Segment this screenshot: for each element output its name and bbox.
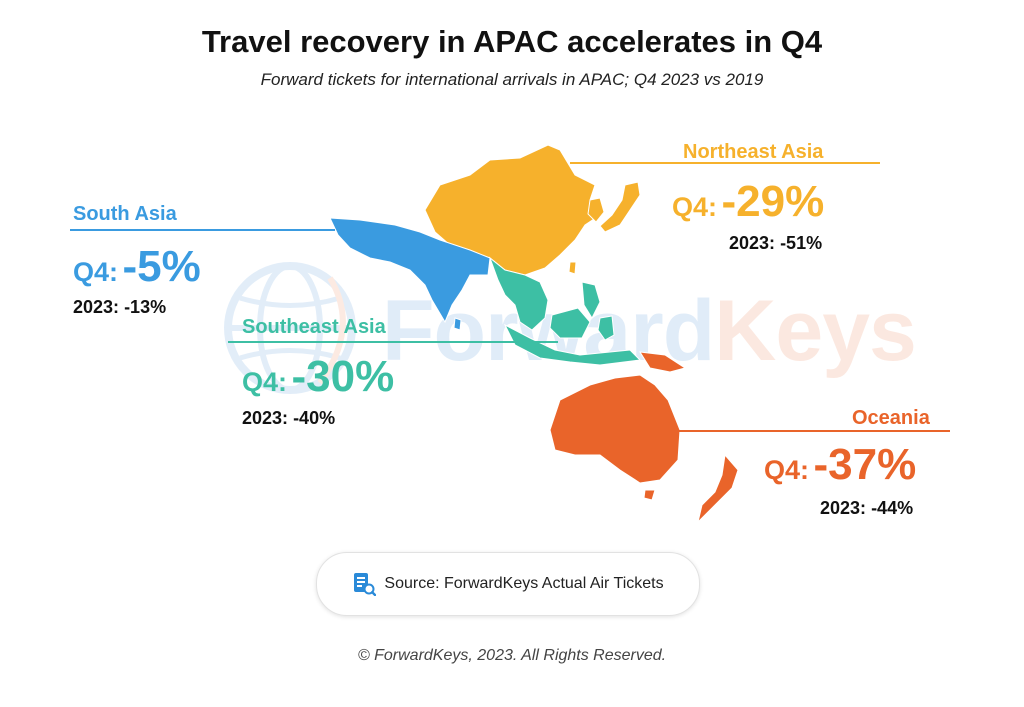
oceania-name: Oceania — [852, 407, 930, 429]
northeast-asia-name: Northeast Asia — [683, 141, 824, 163]
oceania-q4: Q4: -37% — [764, 443, 916, 487]
southeast-asia-q4: Q4: -30% — [242, 355, 394, 399]
south-asia-q4: Q4: -5% — [73, 245, 201, 289]
map-philippines — [581, 281, 601, 320]
map-australia — [549, 374, 681, 484]
south-asia-2023-value: -13% — [124, 297, 167, 317]
oceania-leader-line — [668, 430, 950, 432]
northeast-asia-leader-line — [570, 162, 880, 164]
northeast-asia-2023-label: 2023: — [729, 233, 776, 253]
page-subtitle: Forward tickets for international arriva… — [260, 70, 764, 89]
northeast-asia-2023-value: -51% — [780, 233, 823, 253]
map-sri-lanka — [453, 317, 462, 331]
south-asia-2023: 2023: -13% — [73, 297, 166, 318]
oceania-2023-label: 2023: — [820, 498, 867, 518]
southeast-asia-2023-label: 2023: — [242, 408, 289, 428]
map-southeast-asia-mainland — [488, 256, 549, 331]
south-asia-q4-label: Q4: — [73, 257, 119, 287]
oceania-q4-value: -37% — [813, 440, 917, 489]
document-search-icon — [354, 573, 377, 596]
source-text: Source: ForwardKeys Actual Air Tickets — [384, 575, 664, 592]
map-borneo — [549, 307, 591, 339]
south-asia-2023-label: 2023: — [73, 297, 120, 317]
southeast-asia-q4-label: Q4: — [242, 367, 288, 397]
map-sulawesi — [597, 315, 615, 341]
watermark-logo: ForwardKeys — [382, 282, 917, 381]
map-korea — [587, 197, 605, 223]
oceania-2023-value: -44% — [871, 498, 914, 518]
northeast-asia-q4: Q4: -29% — [672, 180, 824, 224]
southeast-asia-name: Southeast Asia — [242, 316, 386, 338]
map-tasmania — [643, 489, 656, 501]
copyright-notice: © ForwardKeys, 2023. All Rights Reserved… — [357, 647, 667, 664]
south-asia-leader-line — [70, 229, 335, 231]
map-japan — [599, 181, 641, 233]
map-papua — [639, 351, 687, 373]
map-taiwan — [568, 261, 577, 275]
southeast-asia-leader-line — [228, 341, 558, 343]
map-southeast-asia-islands — [503, 323, 642, 366]
northeast-asia-q4-label: Q4: — [672, 192, 718, 222]
southeast-asia-2023: 2023: -40% — [242, 408, 335, 429]
map-new-zealand — [697, 453, 739, 524]
watermark-globe-icon — [224, 262, 356, 394]
oceania-q4-label: Q4: — [764, 455, 810, 485]
oceania-2023: 2023: -44% — [820, 498, 913, 519]
northeast-asia-2023: 2023: -51% — [729, 233, 822, 254]
source-box: Source: ForwardKeys Actual Air Tickets — [316, 552, 700, 616]
south-asia-name: South Asia — [73, 203, 177, 225]
northeast-asia-q4-value: -29% — [721, 177, 825, 226]
map-south-asia — [329, 217, 491, 324]
south-asia-q4-value: -5% — [122, 242, 201, 291]
page-title: Travel recovery in APAC accelerates in Q… — [201, 24, 823, 59]
southeast-asia-2023-value: -40% — [293, 408, 336, 428]
southeast-asia-q4-value: -30% — [291, 352, 395, 401]
watermark-keys: Keys — [714, 283, 917, 379]
